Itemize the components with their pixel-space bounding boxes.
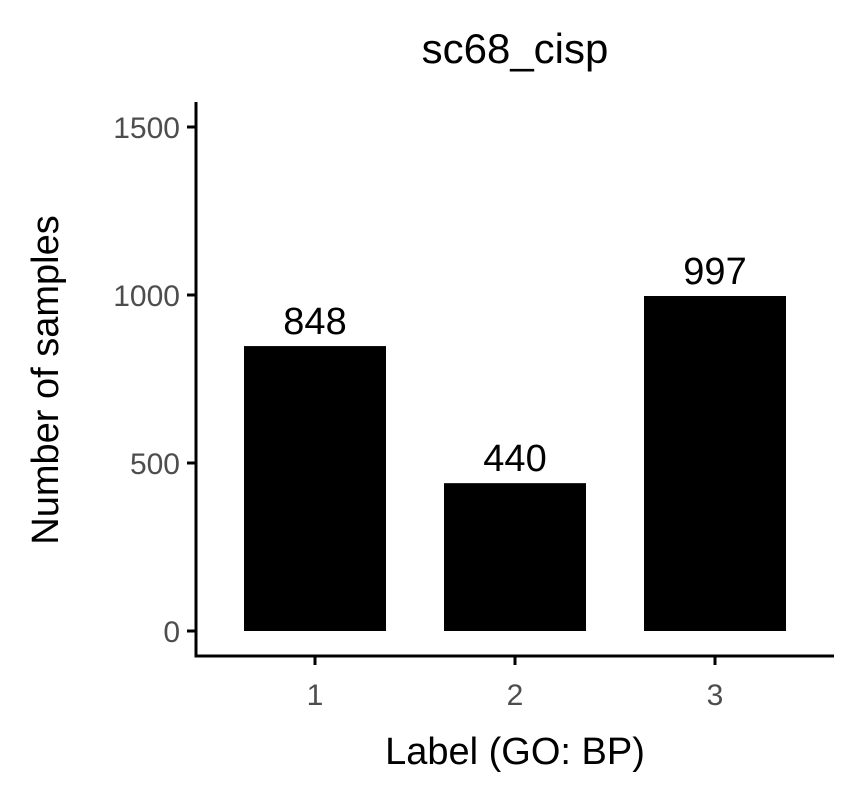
y-axis-title: Number of samples: [25, 215, 67, 544]
plot-area: 0 500 1000 1500 848 1 440 2 997 3: [113, 112, 786, 712]
y-tick-label: 1000: [113, 280, 180, 313]
chart-title: sc68_cisp: [422, 25, 609, 72]
data-label-3: 997: [683, 251, 746, 293]
bar-3: [644, 296, 786, 631]
y-tick-label: 500: [130, 448, 180, 481]
y-tick-label: 0: [163, 616, 180, 649]
x-tick-label: 2: [507, 679, 524, 712]
bar-2: [444, 483, 586, 631]
x-tick-label: 1: [307, 679, 324, 712]
y-tick-label: 1500: [113, 112, 180, 145]
data-label-1: 848: [283, 301, 346, 343]
bar-1: [244, 346, 386, 631]
x-axis-title: Label (GO: BP): [385, 731, 645, 773]
x-tick-label: 3: [707, 679, 724, 712]
data-label-2: 440: [483, 438, 546, 480]
